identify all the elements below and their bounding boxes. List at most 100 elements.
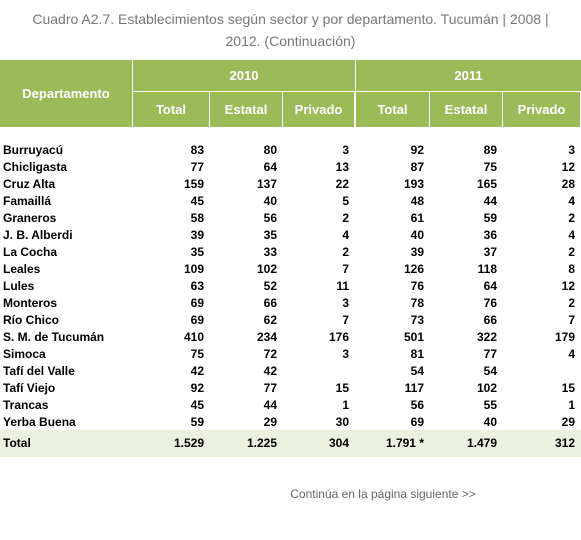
table-cell: 54: [483, 364, 497, 379]
row-label: Graneros: [3, 210, 57, 225]
table-cell: 7: [568, 313, 575, 327]
total-cell: 1.529: [173, 436, 204, 450]
table-cell: 3: [342, 347, 349, 362]
table-cell: 4: [568, 347, 575, 362]
table-cell: 36: [483, 227, 497, 242]
table-cell: 81: [410, 347, 424, 362]
table-cell: 54: [410, 364, 424, 379]
table-cell: 89: [483, 142, 497, 157]
table-cell: 410: [183, 330, 204, 345]
header-cell: Total: [133, 92, 209, 127]
table-cell: 4: [568, 227, 575, 242]
table-cell: 66: [483, 313, 497, 327]
table-cell: 39: [190, 227, 204, 242]
table-cell: 1: [568, 398, 575, 413]
table-cell: 40: [263, 193, 277, 208]
row-label: Famaillá: [3, 193, 52, 208]
table-cell: 35: [263, 227, 277, 242]
header-cell: Estatal: [210, 92, 282, 127]
table-cell: 59: [483, 210, 497, 225]
row-label: Burruyacú: [3, 142, 64, 157]
table-cell: 165: [476, 176, 497, 191]
table-cell: 73: [410, 313, 424, 327]
table-cell: 42: [190, 364, 204, 379]
table-cell: 126: [403, 261, 424, 276]
table-cell: 45: [190, 398, 204, 413]
table-title: Cuadro A2.7. Establecimientos según sect…: [32, 11, 549, 49]
table-cell: 40: [483, 415, 497, 430]
table-cell: 234: [256, 330, 277, 345]
table-cell: 3: [342, 295, 349, 310]
table-cell: 83: [190, 142, 204, 157]
table-cell: 28: [561, 176, 575, 191]
table-cell: 75: [483, 159, 497, 174]
table-cell: 64: [263, 159, 277, 174]
table-cell: 42: [263, 364, 277, 379]
table-cell: 58: [190, 210, 204, 225]
header-cell: Privado: [503, 92, 580, 127]
table-cell: 13: [335, 159, 349, 174]
table-cell: 77: [190, 159, 204, 174]
row-label: S. M. de Tucumán: [3, 330, 105, 345]
row-label: Chicligasta: [3, 159, 68, 174]
table-cell: 4: [568, 193, 575, 208]
table-cell: 15: [561, 381, 575, 396]
header-cell: Estatal: [430, 92, 502, 127]
table-cell: 77: [263, 381, 277, 396]
row-label: Monteros: [3, 295, 57, 310]
continuation-note: Continúa en la página siguiente >>: [290, 487, 476, 501]
table-cell: 179: [554, 330, 575, 345]
table-cell: 37: [483, 244, 497, 259]
table-cell: 62: [263, 313, 277, 327]
table-cell: 5: [342, 193, 349, 208]
table-cell: 501: [403, 330, 424, 345]
table-cell: 44: [483, 193, 497, 208]
table-cell: 40: [410, 227, 424, 242]
table-cell: 137: [256, 176, 277, 191]
table-cell: 12: [561, 278, 575, 293]
table-cell: 72: [263, 347, 277, 362]
table-cell: 2: [568, 244, 575, 259]
table-cell: 12: [561, 159, 575, 174]
table-cell: 61: [410, 210, 424, 225]
table-cell: 69: [410, 415, 424, 430]
table-cell: 56: [263, 210, 277, 225]
table-cell: 56: [410, 398, 424, 413]
header-cell: Total: [356, 92, 429, 127]
table-cell: 7: [342, 261, 349, 276]
total-cell: 1.225: [246, 436, 277, 450]
table-cell: 77: [483, 347, 497, 362]
table-cell: 2: [342, 210, 349, 225]
table-cell: 102: [256, 261, 277, 276]
table-cell: 159: [183, 176, 204, 191]
row-label: Tafí del Valle: [3, 364, 75, 379]
row-label: Río Chico: [3, 313, 59, 327]
header-cell: Departamento: [0, 60, 132, 127]
table-cell: 29: [263, 415, 277, 430]
total-cell: 312: [554, 436, 575, 450]
row-label: Yerba Buena: [3, 415, 76, 430]
table-cell: 78: [410, 295, 424, 310]
table-cell: 109: [183, 261, 204, 276]
table-cell: 118: [477, 261, 497, 276]
table-cell: 69: [190, 295, 204, 310]
table-cell: 33: [263, 244, 277, 259]
table-cell: 92: [190, 381, 204, 396]
header-group: 2010: [133, 60, 355, 91]
total-row-background: [0, 430, 581, 457]
table-cell: 75: [190, 347, 204, 362]
table-cell: 11: [336, 278, 349, 293]
row-label: Lules: [3, 278, 35, 293]
row-label: Leales: [3, 261, 41, 276]
table-cell: 3: [342, 142, 349, 157]
total-cell: 1.479: [466, 436, 497, 450]
table-cell: 80: [263, 142, 277, 157]
table-cell: 48: [410, 193, 424, 208]
table-cell: 55: [483, 398, 497, 413]
table-cell: 66: [263, 295, 277, 310]
table-cell: 59: [190, 415, 204, 430]
table-cell: 2: [568, 295, 575, 310]
table-cell: 69: [190, 313, 204, 327]
table-cell: 44: [263, 398, 277, 413]
